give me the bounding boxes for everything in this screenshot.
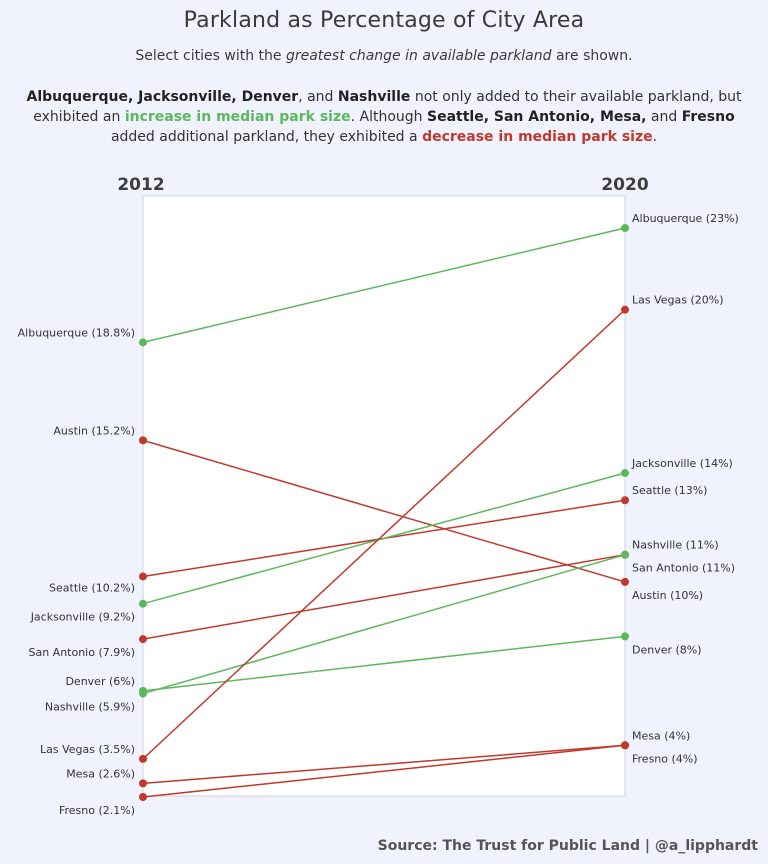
- point-las-vegas-2012: [139, 754, 147, 763]
- label-denver-2012: Denver (6%): [65, 675, 135, 688]
- desc-and-2: and: [646, 109, 682, 125]
- label-las-vegas-2020: Las Vegas (20%): [632, 294, 724, 307]
- label-jacksonville-2020: Jacksonville (14%): [631, 457, 733, 470]
- desc-decrease-last-city: Fresno: [681, 109, 735, 125]
- label-san-antonio-2012: San Antonio (7.9%): [28, 646, 135, 659]
- series-line-las-vegas: [142, 309, 626, 760]
- desc-text-2: . Although: [350, 109, 427, 125]
- label-austin-2020: Austin (10%): [632, 589, 703, 602]
- desc-text-1: not only added to their available parkla…: [33, 89, 742, 125]
- desc-decrease-phrase: decrease in median park size: [422, 129, 653, 145]
- label-albuquerque-2012: Albuquerque (18.8%): [18, 326, 135, 339]
- point-nashville-2012: [139, 689, 147, 698]
- label-fresno-2020: Fresno (4%): [632, 752, 698, 765]
- label-jacksonville-2012: Jacksonville (9.2%): [30, 611, 135, 624]
- point-albuquerque-2012: [139, 338, 147, 347]
- desc-decrease-cities: Seattle, San Antonio, Mesa,: [426, 109, 647, 125]
- desc-increase-last-city: Nashville: [337, 89, 411, 105]
- series-line-fresno: [142, 744, 626, 798]
- series-line-san-antonio: [142, 553, 626, 640]
- label-las-vegas-2012: Las Vegas (3.5%): [40, 743, 135, 756]
- point-jacksonville-2012: [139, 599, 147, 608]
- point-fresno-2012: [139, 793, 147, 801]
- chart-subtitle: Select cities with the greatest change i…: [0, 48, 768, 64]
- source-note: Source: The Trust for Public Land | @a_l…: [377, 838, 758, 854]
- point-albuquerque-2020: [621, 224, 629, 232]
- plot-area: [142, 195, 626, 797]
- point-jacksonville-2020: [621, 469, 629, 478]
- chart-title: Parkland as Percentage of City Area: [183, 8, 585, 33]
- label-denver-2020: Denver (8%): [632, 643, 702, 656]
- label-san-antonio-2020: San Antonio (11%): [632, 562, 735, 575]
- point-denver-2020: [621, 632, 629, 641]
- label-albuquerque-2020: Albuquerque (23%): [632, 212, 739, 225]
- point-austin-2012: [139, 436, 147, 445]
- label-mesa-2020: Mesa (4%): [632, 729, 690, 742]
- point-seattle-2012: [139, 572, 147, 581]
- desc-increase-cities: Albuquerque, Jacksonville, Denver: [26, 89, 299, 105]
- point-mesa-2012: [139, 779, 147, 788]
- subtitle-before: Select cities with the: [135, 48, 286, 64]
- desc-end: .: [652, 129, 658, 145]
- label-austin-2012: Austin (15.2%): [53, 424, 135, 437]
- point-austin-2020: [621, 577, 629, 586]
- series-layer: Albuquerque (18.8%) Albuquerque (23%) Aust…: [18, 212, 739, 817]
- desc-increase-phrase: increase in median park size: [124, 109, 351, 125]
- series-line-nashville: [142, 553, 626, 695]
- point-nashville-2020: [621, 550, 629, 559]
- subtitle-emphasis: greatest change in available parkland: [285, 48, 552, 64]
- label-nashville-2012: Nashville (5.9%): [45, 701, 135, 714]
- series-line-jacksonville: [142, 472, 626, 605]
- label-nashville-2020: Nashville (11%): [632, 539, 719, 552]
- desc-and-1: , and: [298, 89, 338, 105]
- column-header-2020: 2020: [601, 175, 648, 195]
- series-line-albuquerque: [142, 227, 626, 344]
- label-mesa-2012: Mesa (2.6%): [66, 767, 135, 780]
- series-line-denver: [142, 635, 626, 692]
- point-las-vegas-2020: [621, 305, 629, 314]
- point-san-antonio-2012: [139, 635, 147, 644]
- series-line-austin: [142, 439, 626, 583]
- label-seattle-2020: Seattle (13%): [632, 484, 707, 497]
- point-seattle-2020: [621, 496, 629, 505]
- subtitle-after: are shown.: [551, 48, 633, 64]
- chart-description: Albuquerque, Jacksonville, Denver, and N…: [16, 87, 752, 147]
- column-header-2012: 2012: [117, 175, 164, 195]
- desc-text-3: added additional parkland, they exhibite…: [110, 129, 423, 145]
- point-fresno-2020: [621, 741, 629, 750]
- series-line-mesa: [142, 744, 626, 785]
- label-seattle-2012: Seattle (10.2%): [49, 581, 135, 594]
- label-fresno-2012: Fresno (2.1%): [59, 804, 135, 817]
